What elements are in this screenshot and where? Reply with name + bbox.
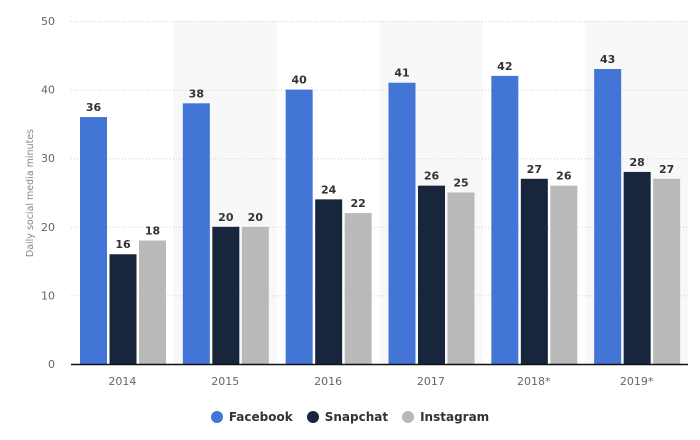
bar-instagram[interactable] [550,185,578,364]
data-label: 20 [218,211,234,224]
legend-label: Instagram [420,410,490,424]
bar-facebook[interactable] [80,117,107,364]
bar-facebook[interactable] [491,75,519,364]
legend-dot-icon [402,411,415,423]
data-label: 38 [189,87,204,100]
bar-snapchat[interactable] [109,254,137,364]
data-label: 27 [659,163,674,176]
bar-snapchat[interactable] [623,171,651,364]
data-label: 40 [292,74,308,87]
x-tick-label: 2017 [417,375,445,388]
y-tick-label: 20 [41,221,55,234]
legend-label: Snapchat [324,410,389,424]
y-tick-label: 50 [41,15,55,28]
bar-snapchat[interactable] [418,185,445,364]
x-tick-label: 2016 [314,375,342,388]
y-tick-label: 10 [41,289,55,302]
bar-instagram[interactable] [241,226,269,364]
legend-item-snapchat[interactable]: Snapchat [306,410,389,424]
bar-facebook[interactable] [285,89,313,364]
bar-instagram[interactable] [653,178,681,364]
x-tick-label: 2019* [620,375,654,388]
data-label: 42 [497,60,512,73]
bar-instagram[interactable] [139,240,166,364]
bar-instagram[interactable] [447,192,475,365]
bar-snapchat[interactable] [315,199,343,364]
data-label: 27 [527,163,542,176]
data-label: 18 [145,225,160,238]
data-label: 36 [86,101,102,114]
y-axis-label: Daily social media minutes [25,129,36,257]
data-label: 20 [248,211,264,224]
legend-item-facebook[interactable]: Facebook [210,410,293,424]
y-tick-label: 40 [41,84,55,97]
legend-item-instagram[interactable]: Instagram [402,410,489,424]
y-tick-label: 0 [48,358,55,371]
data-label: 41 [394,67,409,80]
bar-facebook[interactable] [182,103,210,364]
legend-label: Facebook [228,410,293,424]
bar-snapchat[interactable] [520,178,548,364]
legend-dot-icon [210,411,223,423]
data-label: 25 [453,177,468,190]
legend-dot-icon [306,411,319,423]
bar-instagram[interactable] [344,213,372,364]
legend: Facebook Snapchat Instagram [0,410,700,424]
bar-snapchat[interactable] [212,226,240,364]
x-tick-label: 2014 [108,375,136,388]
data-label: 28 [630,156,645,169]
data-label: 24 [321,183,337,196]
x-tick-label: 2015 [211,375,239,388]
data-label: 22 [351,197,366,210]
bar-facebook[interactable] [388,82,416,365]
data-label: 26 [424,170,440,183]
data-label: 26 [556,170,572,183]
y-tick-label: 30 [41,152,55,165]
data-label: 16 [115,238,131,251]
x-tick-label: 2018* [517,375,551,388]
data-label: 43 [600,53,615,66]
bar-facebook[interactable] [594,69,622,365]
